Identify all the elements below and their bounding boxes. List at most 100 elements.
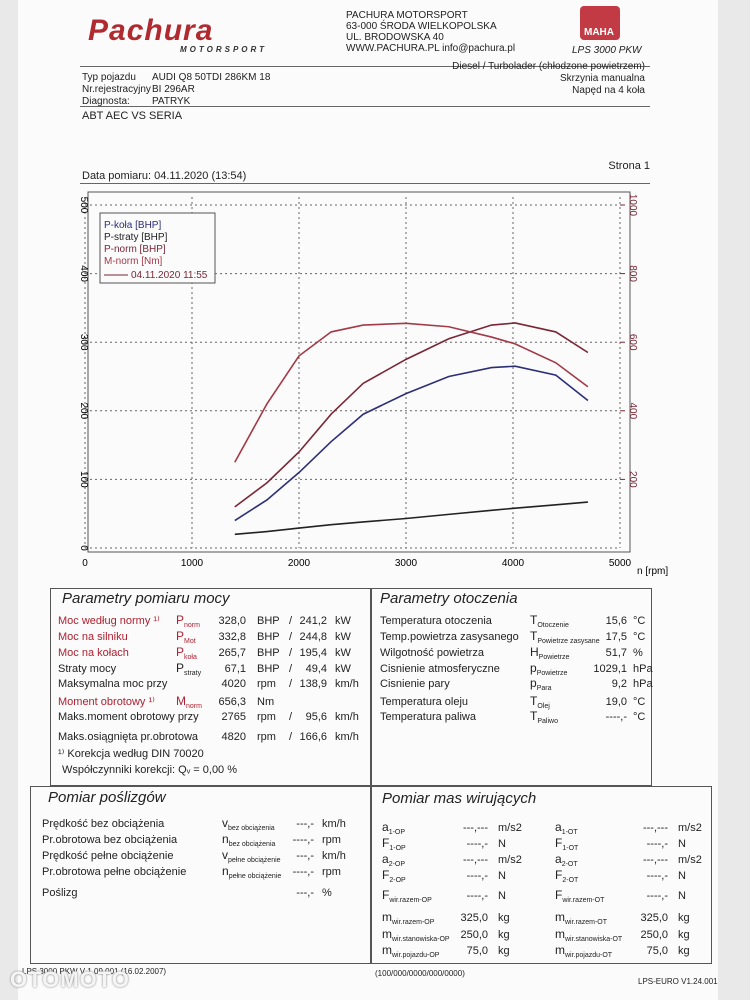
symbol-sub: 2-OP bbox=[388, 861, 406, 868]
row-unit: m/s2 bbox=[678, 854, 702, 866]
vehicle-detail: Diesel / Turbolader (chłodzone powietrze… bbox=[452, 61, 645, 72]
measure-date: Data pomiaru: 04.11.2020 (13:54) bbox=[82, 170, 247, 182]
row-value: ----,- bbox=[292, 834, 314, 846]
row-value: ----,- bbox=[466, 890, 488, 902]
x-tick-label: 4000 bbox=[502, 558, 525, 569]
symbol-sub: Powietrze bbox=[536, 670, 568, 677]
row-value: 656,3 bbox=[218, 696, 246, 708]
section-title: Pomiar poślizgów bbox=[48, 789, 166, 806]
row-unit: m/s2 bbox=[498, 822, 522, 834]
symbol-sub: pełne obciążenie bbox=[228, 857, 281, 864]
row-value: 325,0 bbox=[640, 912, 668, 924]
symbol-sub: pełne obciążenie bbox=[228, 873, 282, 880]
row-sep: / bbox=[289, 711, 293, 723]
symbol-sub: koła bbox=[184, 654, 197, 661]
row-value: 1029,1 bbox=[593, 663, 627, 675]
y2-tick-label: 600 bbox=[627, 334, 638, 351]
row-unit: % bbox=[633, 647, 643, 659]
vehicle-label: Diagnosta: bbox=[82, 96, 130, 107]
y-tick-label: 300 bbox=[78, 334, 89, 351]
footer-left: LPS 3000 PKW V 1.09.001 (16.02.2007) bbox=[22, 967, 167, 976]
row-value: ---,- bbox=[296, 850, 314, 862]
symbol-sub: 1-OP bbox=[388, 829, 406, 836]
row-value: 15,6 bbox=[605, 615, 627, 627]
row-label: Straty mocy bbox=[58, 663, 117, 675]
row-sep: / bbox=[289, 647, 293, 659]
row-sep: / bbox=[289, 731, 293, 743]
y-tick-label: 500 bbox=[78, 197, 89, 214]
row-value: 328,0 bbox=[218, 615, 246, 627]
symbol-sub: wir.stanowiska-OP bbox=[392, 936, 450, 943]
symbol-sub: wir.razem-OP bbox=[389, 897, 432, 904]
row-label: Prędkość bez obciążenia bbox=[42, 818, 165, 830]
row-label: Maks.osiągnięta pr.obrotowa bbox=[58, 731, 199, 743]
slip-box bbox=[30, 786, 372, 964]
row-unit: km/h bbox=[335, 678, 359, 690]
row-value: 2765 bbox=[221, 711, 246, 723]
symbol-sub: 1-OT bbox=[562, 845, 579, 852]
row-unit: kW bbox=[335, 647, 351, 659]
row-unit: km/h bbox=[335, 711, 359, 723]
row-value: ---,--- bbox=[462, 822, 488, 834]
symbol: npełne obciążenie bbox=[222, 864, 282, 881]
symbol-sub: 2-OP bbox=[389, 877, 406, 884]
row-label: Pr.obrotowa pełne obciążenie bbox=[42, 866, 187, 878]
company-line: PACHURA MOTORSPORT bbox=[346, 10, 468, 21]
row-value: ---,- bbox=[296, 818, 314, 830]
footer-right: LPS-EURO V1.24.001 bbox=[638, 977, 718, 986]
row-unit: Nm bbox=[257, 696, 275, 708]
series-line bbox=[234, 501, 588, 536]
symbol: F2-OT bbox=[555, 868, 579, 885]
symbol-sub: straty bbox=[184, 670, 202, 677]
x-tick-label: 5000 bbox=[609, 558, 632, 569]
row-value: 250,0 bbox=[640, 929, 668, 941]
symbol: mwir.stanowiska-OP bbox=[382, 927, 450, 944]
x-tick-label: 0 bbox=[82, 558, 88, 569]
symbol: mwir.pojazdu-OT bbox=[555, 943, 613, 960]
row-value: 325,0 bbox=[460, 912, 488, 924]
symbol: TOtoczenie bbox=[530, 613, 569, 630]
row-unit: kg bbox=[678, 945, 690, 957]
y-tick-label: 400 bbox=[78, 265, 89, 282]
row-value: ----,- bbox=[646, 838, 668, 850]
row-value: 4020 bbox=[221, 678, 246, 690]
x-axis-label: n [rpm] bbox=[637, 566, 668, 577]
symbol: a2-OT bbox=[555, 852, 578, 869]
row-label: Temperatura otoczenia bbox=[380, 615, 492, 627]
vehicle-value: AUDI Q8 50TDI 286KM 18 bbox=[152, 72, 271, 83]
row-unit: % bbox=[322, 887, 332, 899]
mass-box bbox=[370, 786, 712, 964]
symbol: F1-OT bbox=[555, 836, 579, 853]
row-label: Temperatura paliwa bbox=[380, 711, 476, 723]
row-unit: rpm bbox=[257, 678, 276, 690]
symbol-sub: Mot bbox=[184, 638, 196, 645]
row-value: ----,- bbox=[646, 890, 668, 902]
y-tick-label: 0 bbox=[78, 545, 89, 551]
y-tick-label: 100 bbox=[78, 471, 89, 488]
legend-entry: P-koła [BHP] bbox=[104, 220, 161, 231]
rule bbox=[80, 106, 650, 107]
row-label: Temp.powietrza zasysanego bbox=[380, 631, 519, 643]
row-value: 332,8 bbox=[218, 631, 246, 643]
row-value: ----,- bbox=[466, 870, 488, 882]
symbol: mwir.razem-OP bbox=[382, 910, 435, 927]
row-unit: km/h bbox=[322, 818, 346, 830]
row-unit: km/h bbox=[322, 850, 346, 862]
symbol: TPaliwo bbox=[530, 709, 558, 726]
row-unit: N bbox=[498, 870, 506, 882]
symbol-sub: Paliwo bbox=[537, 718, 558, 725]
chart: 0 1000 2000 3000 4000 5000 0 100 200 300 400 500 200… bbox=[78, 191, 668, 577]
cert-logo: MAHA bbox=[584, 27, 614, 38]
symbol: a2-OP bbox=[382, 852, 406, 869]
row-sep: / bbox=[289, 678, 293, 690]
symbol-sub: Olej bbox=[537, 703, 550, 710]
symbol-sub: Otoczenie bbox=[537, 622, 569, 629]
row-label: Moc na kołach bbox=[58, 647, 129, 659]
row-unit: kg bbox=[678, 912, 690, 924]
legend-entry: M-norm [Nm] bbox=[104, 256, 163, 267]
row-unit: °C bbox=[633, 696, 646, 708]
symbol: mwir.stanowiska-OT bbox=[555, 927, 623, 944]
row-value: 4820 bbox=[221, 731, 246, 743]
symbol-sub: norm bbox=[184, 622, 200, 629]
row-value: 241,2 bbox=[299, 615, 327, 627]
